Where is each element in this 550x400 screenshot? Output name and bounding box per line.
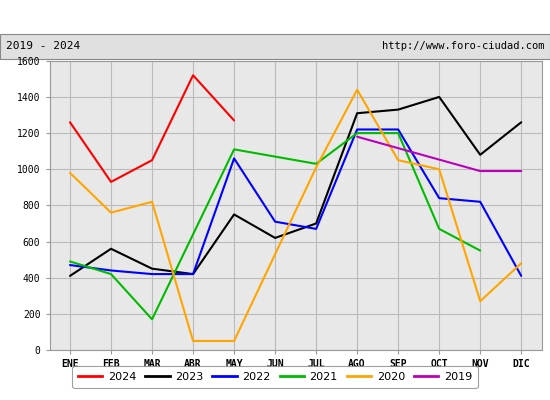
FancyBboxPatch shape	[0, 34, 550, 59]
Text: 2019 - 2024: 2019 - 2024	[6, 41, 80, 51]
Text: Evolucion Nº Turistas Nacionales en el municipio de Cornudella de Montsant: Evolucion Nº Turistas Nacionales en el m…	[50, 10, 500, 24]
Text: http://www.foro-ciudad.com: http://www.foro-ciudad.com	[382, 41, 544, 51]
Legend: 2024, 2023, 2022, 2021, 2020, 2019: 2024, 2023, 2022, 2021, 2020, 2019	[73, 366, 477, 388]
